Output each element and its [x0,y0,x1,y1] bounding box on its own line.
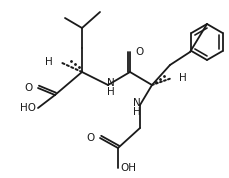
Text: O: O [25,83,33,93]
Text: N: N [133,98,141,108]
Text: H: H [133,107,141,117]
Text: HO: HO [20,103,36,113]
Text: N: N [107,78,115,88]
Text: H: H [45,57,53,67]
Text: O: O [135,47,143,57]
Text: H: H [179,73,187,83]
Text: O: O [87,133,95,143]
Text: OH: OH [120,163,136,173]
Text: H: H [107,87,115,97]
